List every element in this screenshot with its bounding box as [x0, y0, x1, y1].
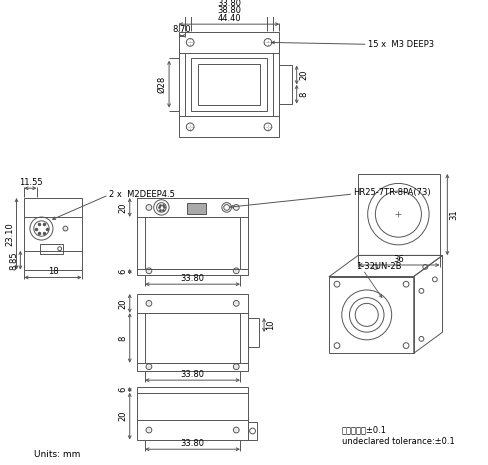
Text: 31: 31 [449, 209, 459, 220]
Text: undeclared tolerance:±0.1: undeclared tolerance:±0.1 [342, 437, 454, 446]
Bar [358, 174, 440, 255]
Text: 20: 20 [119, 411, 127, 421]
Text: 33.80: 33.80 [181, 274, 204, 283]
Text: HR25-7TR-8PA(73): HR25-7TR-8PA(73) [353, 187, 431, 197]
Text: 8: 8 [299, 92, 308, 97]
Text: Ø28: Ø28 [158, 76, 167, 93]
Bar [248, 318, 259, 346]
Text: 33.80: 33.80 [217, 0, 241, 7]
Bar [280, 66, 292, 104]
Bar [24, 198, 82, 270]
Text: 20: 20 [119, 298, 127, 309]
Bar [179, 32, 280, 137]
Bar [191, 58, 267, 112]
Bar [145, 217, 240, 269]
Text: 8.85: 8.85 [9, 251, 18, 270]
Text: 18: 18 [48, 267, 58, 276]
Text: 10: 10 [266, 320, 275, 330]
Bar [138, 387, 248, 439]
Text: 20: 20 [119, 202, 127, 213]
Text: Units: mm: Units: mm [34, 450, 80, 458]
Text: 8: 8 [119, 335, 127, 340]
Text: 6: 6 [119, 269, 127, 274]
Text: 6: 6 [119, 387, 127, 392]
Text: 20: 20 [299, 70, 308, 80]
Bar [40, 244, 62, 254]
Text: 未标注公差±0.1: 未标注公差±0.1 [342, 425, 387, 434]
Bar [329, 277, 414, 353]
Text: 1-32UN-2B: 1-32UN-2B [356, 262, 402, 272]
Text: 36: 36 [393, 255, 404, 264]
Text: 23.10: 23.10 [5, 222, 14, 246]
Text: 33.80: 33.80 [181, 370, 204, 379]
Text: 2 x  M2DEEP4.5: 2 x M2DEEP4.5 [109, 191, 175, 199]
Text: 11.55: 11.55 [19, 178, 42, 187]
Text: 8.70: 8.70 [173, 26, 191, 34]
Bar [198, 65, 260, 105]
Bar [138, 294, 248, 371]
Bar [138, 198, 248, 275]
Text: 15 x  M3 DEEP3: 15 x M3 DEEP3 [367, 40, 434, 49]
Bar [145, 313, 240, 363]
Bar [187, 203, 206, 214]
Bar [248, 422, 257, 439]
Text: 44.40: 44.40 [217, 14, 241, 23]
Text: 38.80: 38.80 [217, 6, 241, 15]
Text: 33.80: 33.80 [181, 439, 204, 448]
